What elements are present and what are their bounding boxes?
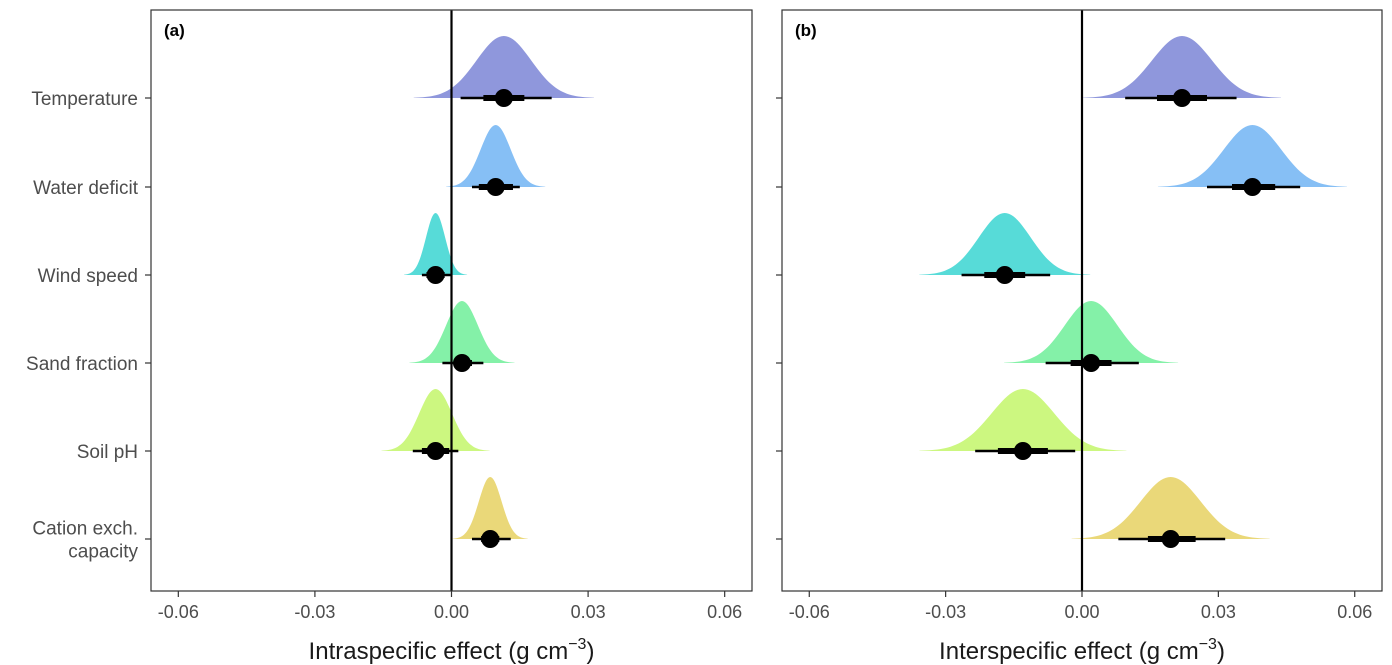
x-tick-label: 0.03 <box>571 602 606 622</box>
density-shape <box>1083 36 1281 98</box>
density-shape <box>919 389 1127 451</box>
median-point <box>426 266 445 284</box>
density-shape <box>409 301 515 363</box>
x-tick-label: -0.06 <box>158 602 199 622</box>
panel-b-interspecific: (b) -0.06 -0.03 0.00 0.03 0.06 Interspecific e… <box>776 9 1383 665</box>
x-tick-label: -0.06 <box>789 602 830 622</box>
median-point <box>1161 530 1180 548</box>
y-category-label: Sand fraction <box>26 354 138 375</box>
x-tick-label: 0.03 <box>1201 602 1236 622</box>
y-category-label: Cation exch. capacity <box>32 519 138 563</box>
x-axis-title: Interspecific effect (g cm−3) <box>939 636 1225 665</box>
density-shape <box>404 213 468 275</box>
density-shape <box>1071 477 1270 539</box>
median-point <box>1173 89 1191 107</box>
x-axis-title: Intraspecific effect (g cm−3) <box>309 636 595 665</box>
density-shape <box>381 389 490 451</box>
x-tick-label: 0.00 <box>434 602 469 622</box>
density-shape <box>446 125 546 187</box>
y-category-label: Temperature <box>31 89 138 110</box>
median-point <box>995 266 1014 284</box>
median-point <box>494 89 513 107</box>
panel-label: (a) <box>164 21 185 40</box>
median-point <box>1243 178 1262 196</box>
median-point <box>1013 442 1032 460</box>
median-point <box>486 178 505 196</box>
density-shape <box>452 477 528 539</box>
x-tick-label: 0.00 <box>1064 602 1099 622</box>
median-point <box>452 354 471 372</box>
median-point <box>1082 354 1101 372</box>
density-shape <box>919 213 1091 275</box>
density-shape <box>1004 301 1179 363</box>
median-point <box>426 442 445 460</box>
x-tick-label: -0.03 <box>925 602 966 622</box>
density-shape <box>413 36 595 98</box>
panel-a-intraspecific: (a) -0.06 -0.03 0.00 0.03 0.06 Intraspecific e… <box>26 9 753 665</box>
y-category-label: Soil pH <box>77 442 138 463</box>
y-category-label: Water deficit <box>33 178 139 199</box>
x-tick-label: -0.03 <box>294 602 335 622</box>
x-tick-label: 0.06 <box>1337 602 1372 622</box>
y-category-label: Wind speed <box>38 266 138 287</box>
x-tick-label: 0.06 <box>707 602 742 622</box>
median-point <box>481 530 500 548</box>
density-shape <box>1157 125 1347 187</box>
panel-label: (b) <box>795 21 817 40</box>
